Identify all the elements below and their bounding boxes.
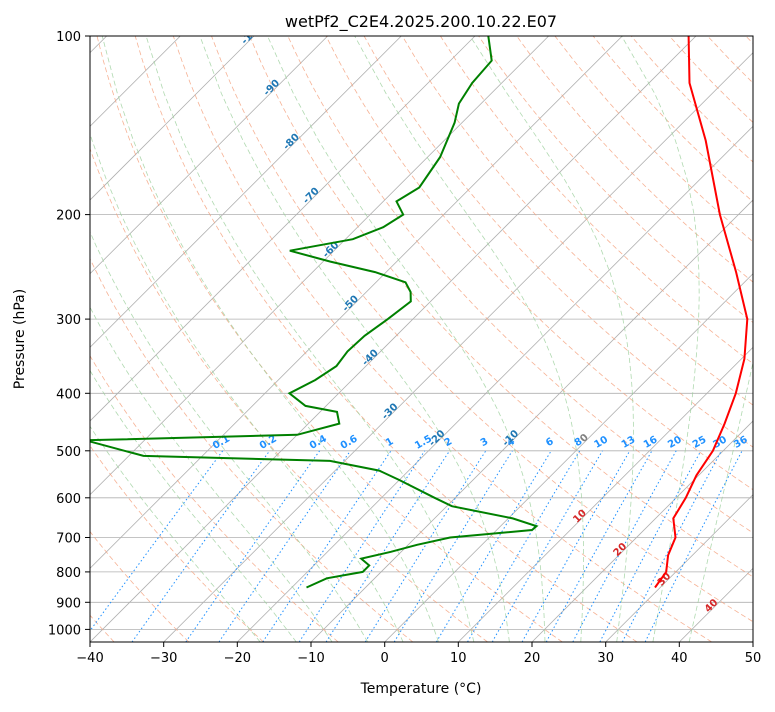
y-tick-label: 700 — [56, 532, 81, 547]
x-tick-label: 30 — [597, 651, 614, 666]
x-axis-label: Temperature (°C) — [360, 681, 482, 697]
y-tick-label: 1000 — [48, 623, 81, 638]
x-tick-label: −40 — [76, 651, 103, 666]
x-tick-label: 20 — [524, 651, 541, 666]
y-tick-label: 400 — [56, 387, 81, 402]
chart-title: wetPf2_C2E4.2025.200.10.22.E07 — [285, 12, 557, 32]
x-tick-label: 40 — [671, 651, 688, 666]
x-tick-label: −20 — [224, 651, 251, 666]
x-tick-label: 10 — [450, 651, 467, 666]
y-tick-label: 600 — [56, 492, 81, 507]
y-tick-label: 800 — [56, 566, 81, 581]
x-tick-label: 0 — [381, 651, 389, 666]
y-tick-label: 500 — [56, 445, 81, 460]
y-tick-label: 100 — [56, 30, 81, 45]
y-axis-label: Pressure (hPa) — [12, 289, 28, 389]
y-tick-label: 200 — [56, 209, 81, 224]
x-tick-label: 50 — [745, 651, 762, 666]
y-tick-label: 300 — [56, 313, 81, 328]
y-tick-label: 900 — [56, 596, 81, 611]
x-tick-label: −30 — [150, 651, 177, 666]
x-tick-label: −10 — [297, 651, 324, 666]
